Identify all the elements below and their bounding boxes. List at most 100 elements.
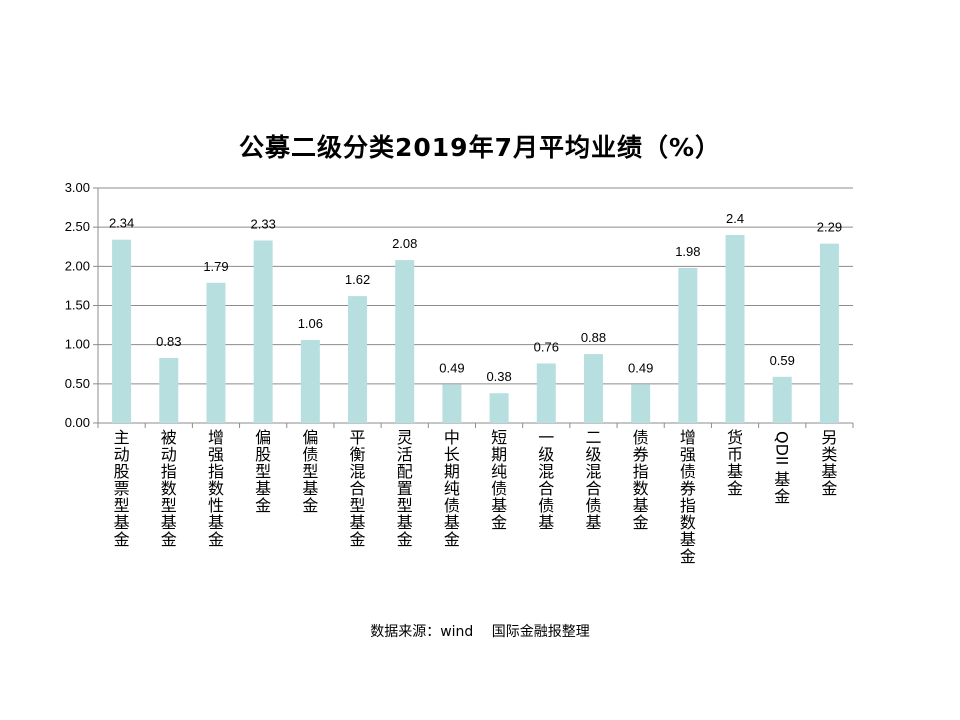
data-label: 2.33 [251, 216, 276, 231]
bar [206, 282, 226, 423]
category-label-text: QDII [773, 431, 792, 465]
bar [395, 260, 415, 423]
category-label-char: 二 [585, 428, 601, 447]
category-label-char: 性 [208, 496, 224, 515]
category-label-char: 混 [350, 462, 366, 481]
bar [159, 357, 179, 423]
category-label-char: 基 [161, 513, 177, 532]
category-label-char: 短 [491, 428, 507, 447]
category-label-char: 基 [538, 513, 554, 532]
category-label-char: 强 [680, 445, 696, 464]
bar [725, 235, 745, 423]
category-label-char: 金 [255, 496, 271, 515]
category-label-char: 主 [114, 428, 130, 447]
category-label-char: 股 [114, 462, 130, 481]
data-label: 0.38 [486, 369, 511, 384]
data-label: 2.29 [817, 220, 842, 235]
category-label-char: 型 [397, 496, 413, 515]
category-label-char: 基 [397, 513, 413, 532]
y-tick-label: 2.50 [65, 219, 90, 234]
category-label-char: 活 [397, 445, 413, 464]
category-label-char: 混 [585, 462, 601, 481]
category-label-char: 指 [208, 462, 224, 481]
category-label-char: 数 [633, 479, 649, 498]
category-label-char: 券 [680, 479, 696, 498]
data-label: 2.08 [392, 236, 417, 251]
category-label-char: 币 [727, 445, 743, 464]
category-label-char: 纯 [491, 462, 507, 481]
category-label-char: 型 [302, 462, 318, 481]
y-tick-label: 3.00 [65, 180, 90, 195]
category-label-char: 债 [585, 496, 601, 515]
y-tick-label: 0.50 [65, 376, 90, 391]
bar [536, 363, 556, 423]
bar [772, 376, 792, 423]
data-label: 0.49 [628, 361, 653, 376]
category-label-char: 平 [350, 428, 366, 447]
category-label-char: 基 [208, 513, 224, 532]
category-label-char: 基 [633, 496, 649, 515]
data-label: 1.98 [675, 244, 700, 259]
category-label-char: 金 [302, 496, 318, 515]
chart-title: 公募二级分类2019年7月平均业绩（%） [238, 133, 722, 162]
category-label-char: 基 [350, 513, 366, 532]
category-label-char: 金 [350, 530, 366, 549]
category-label-char: 债 [491, 479, 507, 498]
category-label-char: 型 [350, 496, 366, 515]
category-label-char: 增 [208, 428, 224, 447]
category-label-char: 动 [161, 445, 177, 464]
category-label-char: 型 [161, 496, 177, 515]
category-label-char: 金 [208, 530, 224, 549]
bar [489, 393, 509, 423]
category-label-char: 债 [633, 428, 649, 447]
bars [112, 235, 839, 423]
category-label-char: 基 [585, 513, 601, 532]
bar [583, 354, 603, 423]
source-note: 数据来源：wind 国际金融报整理 [370, 624, 590, 640]
category-label-char: 置 [397, 479, 413, 498]
category-label-char: 基 [680, 530, 696, 549]
category-label-char: 金 [633, 513, 649, 532]
category-label-char: 中 [444, 428, 460, 447]
data-label: 0.88 [581, 330, 606, 345]
data-label: 2.4 [726, 211, 744, 226]
data-label: 1.62 [345, 272, 370, 287]
category-label-char: 票 [114, 479, 130, 498]
category-label-char: 动 [114, 445, 130, 464]
category-label-char: 级 [538, 445, 554, 464]
category-label-char: 合 [350, 479, 366, 498]
data-label: 2.34 [109, 216, 134, 231]
category-label-char: 衡 [350, 445, 366, 464]
bar [348, 296, 368, 423]
bar [112, 239, 132, 423]
category-label-char: 券 [633, 445, 649, 464]
category-label-char: 长 [444, 445, 460, 464]
category-label-char: 股 [255, 445, 271, 464]
category-label-char: 型 [255, 462, 271, 481]
category-label-char: 基 [255, 479, 271, 498]
category-label-char: 偏 [255, 428, 271, 447]
category-label-char: 指 [633, 462, 649, 481]
category-label-char: 合 [585, 479, 601, 498]
bar [819, 243, 839, 423]
y-tick-label: 1.50 [65, 298, 90, 313]
category-label-char: 金 [774, 487, 790, 506]
category-label-char: 期 [491, 445, 507, 464]
category-label-char: 债 [538, 496, 554, 515]
category-label-char: 金 [821, 479, 837, 498]
category-label-char: 灵 [397, 428, 413, 447]
category-label-char: 级 [585, 445, 601, 464]
category-label-char: 货 [727, 428, 743, 447]
data-label: 0.59 [770, 353, 795, 368]
